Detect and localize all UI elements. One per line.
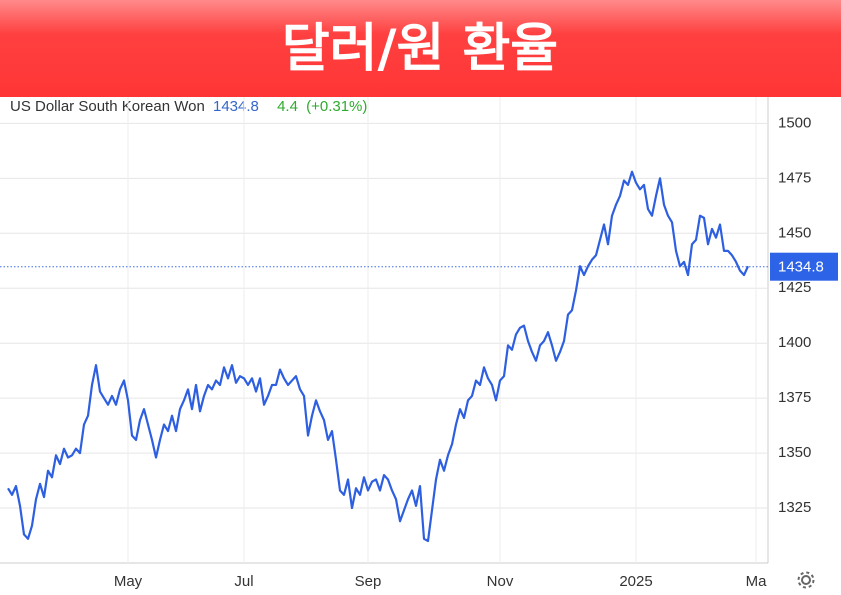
y-tick-label: 1425 <box>778 279 811 296</box>
current-value: 1434.8 <box>213 98 259 115</box>
settings-icon[interactable] <box>797 571 815 589</box>
plot-area <box>7 170 750 543</box>
subtitle: US Dollar South Korean Won <box>10 98 205 115</box>
x-tick-label: 2025 <box>619 573 652 590</box>
current-price-label: 1434.8 <box>778 259 824 276</box>
current-price-box <box>770 252 838 281</box>
x-tick-label: Sep <box>355 573 382 590</box>
change-value: 4.4 <box>277 98 298 115</box>
price-line <box>7 170 750 543</box>
y-tick-label: 1450 <box>778 224 811 241</box>
y-tick-label: 1500 <box>778 114 811 131</box>
x-tick-label: May <box>114 573 143 590</box>
chart-title: 달러/원 환율 <box>282 19 558 79</box>
subtitle-row: US Dollar South Korean Won 1434.8 4.4 (+… <box>10 98 367 115</box>
y-tick-label: 1350 <box>778 444 811 461</box>
y-tick-label: 1375 <box>778 389 811 406</box>
y-tick-label: 1325 <box>778 499 811 516</box>
change-percent: (+0.31%) <box>306 98 367 115</box>
y-tick-label: 1400 <box>778 334 811 351</box>
x-tick-label: Jul <box>234 573 253 590</box>
x-tick-label: Ma <box>746 573 767 590</box>
x-tick-label: Nov <box>487 573 514 590</box>
y-tick-label: 1475 <box>778 169 811 186</box>
header-banner <box>0 0 841 97</box>
